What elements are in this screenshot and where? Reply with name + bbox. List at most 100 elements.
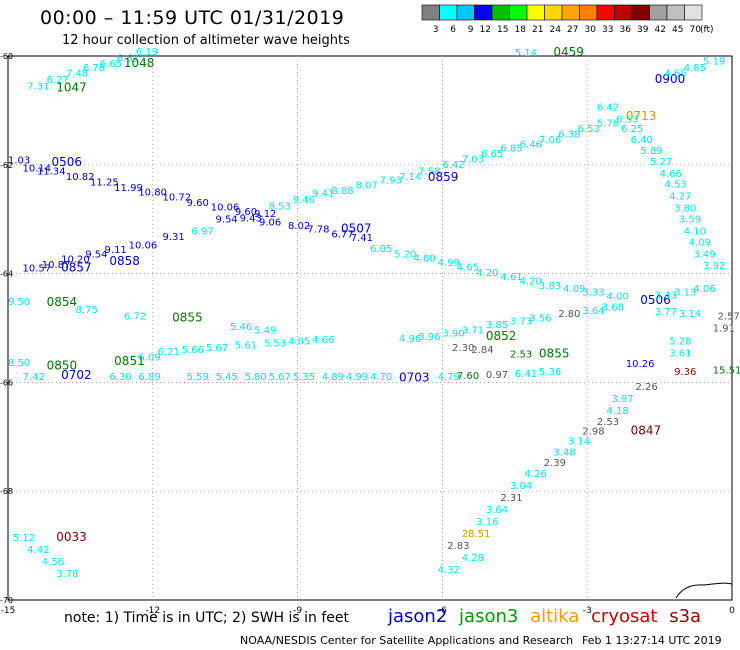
wave-height-label: 28.51 [462,529,491,540]
wave-height-label: 10.26 [626,359,655,370]
wave-height-label: 10.80 [138,187,167,198]
wave-height-label: 5.20 [394,249,416,260]
wave-height-label: 4.09 [563,284,585,295]
pass-time-label: 0855 [172,310,203,324]
wave-height-label: 10.06 [129,241,158,252]
wave-height-label: 7.14 [399,172,421,183]
wave-height-label: 5.66 [182,345,204,356]
wave-height-label: 6.42 [597,102,619,113]
wave-height-label: 9.06 [259,218,281,229]
lon-tick-label: -12 [145,606,160,616]
wave-height-label: 9.46 [293,195,315,206]
wave-height-label: 6.27 [47,75,69,86]
wave-height-label: 5.19 [703,57,725,68]
wave-height-label: 5.12 [13,533,35,544]
wave-height-label: 4.06 [693,284,715,295]
wave-height-label: 4.96 [399,334,421,345]
wave-height-label: 2.26 [635,382,657,393]
wave-height-label: 0.97 [486,370,508,381]
wave-height-label: 3.71 [462,325,484,336]
wave-height-label: 6.53 [616,114,638,125]
wave-height-label: 6.46 [520,139,542,150]
wave-height-label: 9.50 [8,297,30,308]
wave-height-label: 4.85 [288,336,310,347]
wave-height-label: 4.10 [684,226,706,237]
wave-height-label: 2.39 [544,458,566,469]
wave-height-label: 9.31 [162,232,184,243]
wave-height-label: 9.54 [216,214,238,225]
colorbar-unit: (ft) [700,25,714,35]
wave-height-label: 5.27 [650,157,672,168]
legend-s3a: s3a [669,606,702,627]
wave-height-label: 6.53 [578,124,600,135]
wave-height-label: 6.77 [331,230,353,241]
pass-time-label: 0713 [626,109,657,123]
wave-height-label: 2.83 [447,541,469,552]
wave-height-label: 5.67 [269,372,291,383]
wave-height-label: 4.56 [42,557,64,568]
colorbar-tick-label: 15 [497,25,508,35]
wave-height-label: 6.42 [442,160,464,171]
wave-height-label: 4.20 [476,268,498,279]
wave-height-label: 3.77 [655,307,677,318]
wave-height-label: 6.61 [117,53,139,64]
wave-height-label: 11.99 [114,183,143,194]
pass-time-label: 0859 [428,170,459,184]
wave-height-label: 3.97 [611,394,633,405]
satellite-legend: jason2 jason3 altika cryosat s3a [388,606,707,627]
pass-time-label: 0459 [553,45,584,59]
lon-tick-label: 0 [729,606,735,616]
pass-time-label: 0854 [47,295,78,309]
wave-height-label: 9.41 [312,188,334,199]
pass-time-label: 1047 [56,80,87,94]
wave-height-label: 10.20 [61,255,90,266]
colorbar-tick-label: 39 [637,25,649,35]
wave-height-label: 7.48 [66,69,88,80]
wave-height-label: 3.85 [486,320,508,331]
wave-height-label: 4.32 [438,565,460,576]
wave-height-label: 6.25 [621,124,643,135]
wave-height-label: 10.14 [22,163,51,174]
wave-height-label: 5.49 [254,325,276,336]
wave-height-label: 11.25 [90,177,119,188]
wave-height-label: 4.99 [346,372,368,383]
wave-height-label: 5.80 [245,372,267,383]
wave-height-label: 4.20 [520,276,542,287]
wave-height-label: 9.60 [235,207,257,218]
colorbar-tick-label: 18 [515,25,527,35]
pass-time-label: 0850 [47,358,78,372]
wave-height-label: 7.58 [418,167,440,178]
wave-height-label: 2.53 [597,417,619,428]
lat-tick-label: -68 [0,487,13,496]
wave-height-label: 5.35 [293,372,315,383]
colorbar: 3 6 9 12 15 18 21 24 27 30 33 36 39 42 45 70 (ft) [421,4,714,35]
colorbar-tick-label: 33 [602,25,613,35]
wave-height-label: 7.31 [27,82,49,93]
wave-height-label: 9.43 [240,213,262,224]
pass-time-label: 0855 [539,346,570,360]
wave-height-label: 6.21 [158,347,180,358]
lat-tick-label: -60 [0,52,13,61]
wave-height-label: 4.09 [689,237,711,248]
wave-height-label: 6.38 [558,130,580,141]
pass-time-label: 0507 [341,221,372,235]
wave-height-label: 2.31 [500,493,522,504]
wave-height-label: 9.11 [105,245,127,256]
credit-line: NOAA/NESDIS Center for Satellite Applica… [240,634,574,647]
wave-height-label: 2.30 [452,343,474,354]
wave-height-label: 2.53 [510,349,532,360]
wave-height-label: 6.72 [124,311,146,322]
wave-height-label: 4.53 [664,180,686,191]
wave-height-label: 3.78 [56,569,78,580]
lat-tick-label: -66 [0,378,13,387]
wave-height-label: 6.65 [100,59,122,70]
wave-height-label: 3.13 [674,287,696,298]
wave-height-label: 5.14 [515,48,537,59]
wave-height-label: 8.50 [8,358,30,369]
wave-height-label: 6.05 [370,244,392,255]
wave-height-label: 9.36 [674,367,696,378]
wave-height-label: 4.27 [669,192,691,203]
lat-tick-label: -62 [0,161,13,170]
wave-height-label: 3.61 [669,348,691,359]
pass-time-label: 1048 [124,56,155,70]
